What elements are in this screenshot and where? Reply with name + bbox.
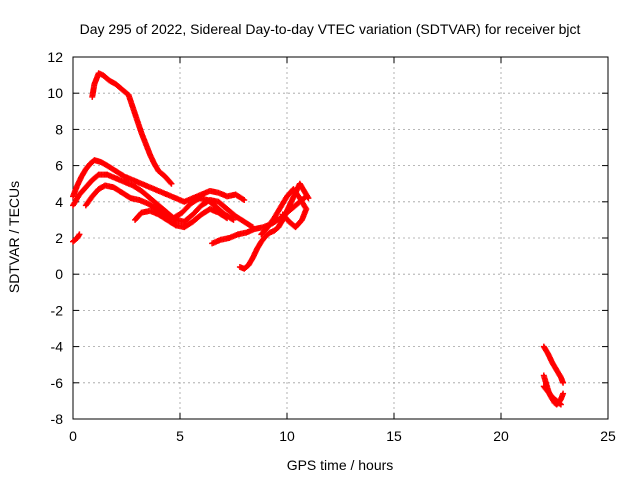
- data-point: [168, 180, 175, 187]
- data-point: [241, 196, 248, 203]
- y-tick-label: 10: [47, 85, 63, 101]
- x-tick-label: 25: [600, 428, 616, 444]
- data-points: [70, 70, 567, 408]
- data-point: [239, 196, 246, 203]
- y-tick-label: -2: [51, 302, 64, 318]
- y-tick-label: 4: [55, 194, 63, 210]
- x-tick-label: 5: [176, 428, 184, 444]
- data-point: [224, 215, 231, 222]
- x-tick-label: 20: [493, 428, 509, 444]
- y-tick-label: 2: [55, 230, 63, 246]
- y-tick-label: -6: [51, 375, 64, 391]
- grid: [73, 57, 608, 419]
- y-tick-label: 0: [55, 266, 63, 282]
- y-tick-label: -4: [51, 339, 64, 355]
- y-tick-label: -8: [51, 411, 64, 427]
- axis-ticks: 0 5 10 15 20 25 -8 -6 -4 -2 0 2 4 6 8 10 12: [47, 49, 616, 444]
- x-tick-label: 15: [386, 428, 402, 444]
- y-tick-label: 8: [55, 121, 63, 137]
- data-point: [279, 211, 286, 218]
- data-point: [230, 216, 237, 223]
- x-tick-label: 10: [279, 428, 295, 444]
- data-point: [167, 179, 174, 186]
- x-tick-label: 0: [69, 428, 77, 444]
- data-point: [556, 400, 563, 407]
- data-point: [280, 212, 287, 219]
- data-point: [557, 401, 564, 408]
- data-point: [222, 214, 229, 221]
- data-point: [560, 390, 567, 397]
- y-tick-label: 6: [55, 158, 63, 174]
- data-point: [560, 379, 567, 386]
- y-tick-label: 12: [47, 49, 63, 65]
- data-point: [76, 231, 83, 238]
- x-axis-label: GPS time / hours: [287, 457, 394, 473]
- chart-title: Day 295 of 2022, Sidereal Day-to-day VTE…: [80, 21, 581, 37]
- y-axis-label: SDTVAR / TECUs: [6, 181, 22, 293]
- data-point: [229, 216, 236, 223]
- data-point: [305, 195, 312, 202]
